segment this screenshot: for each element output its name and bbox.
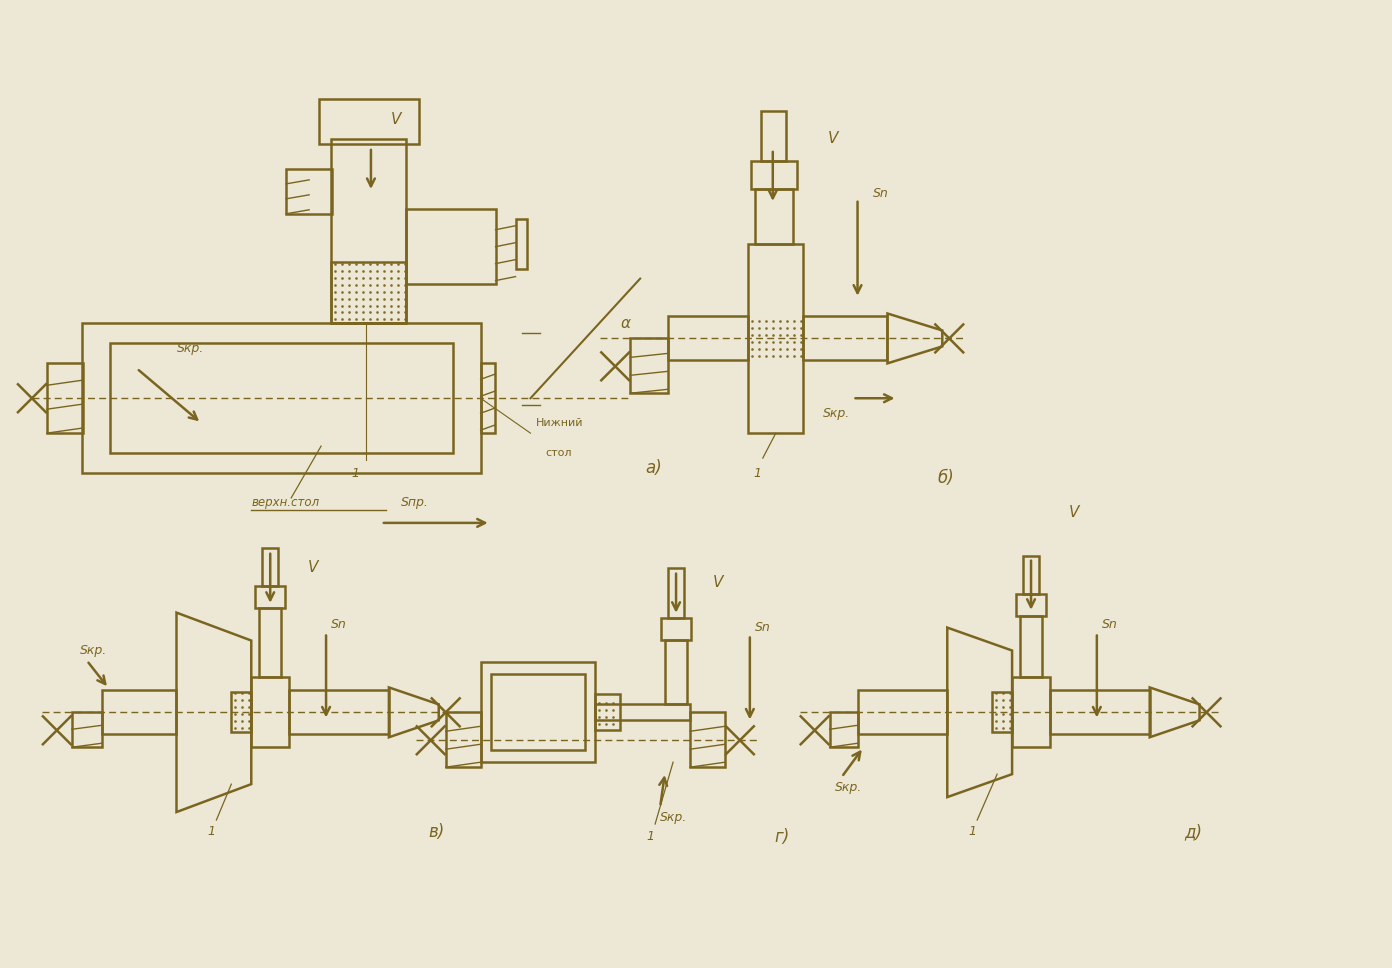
Bar bbox=[661, 618, 690, 640]
Bar bbox=[110, 344, 452, 453]
Text: верхн.стол: верхн.стол bbox=[252, 497, 319, 509]
Text: α: α bbox=[621, 316, 631, 331]
Text: Sкр.: Sкр. bbox=[835, 780, 862, 794]
Text: 1: 1 bbox=[207, 826, 216, 838]
Text: 1: 1 bbox=[969, 826, 976, 838]
Bar bbox=[252, 678, 290, 747]
Bar bbox=[331, 261, 406, 323]
Text: Sкр.: Sкр. bbox=[660, 810, 688, 824]
Text: Sn: Sn bbox=[754, 621, 771, 634]
Bar bbox=[480, 363, 494, 433]
Text: г): г) bbox=[775, 828, 791, 846]
Bar bbox=[319, 99, 419, 144]
Bar bbox=[287, 168, 333, 214]
Bar bbox=[596, 694, 621, 730]
Bar bbox=[255, 586, 285, 608]
Bar bbox=[259, 608, 281, 678]
Text: д): д) bbox=[1185, 823, 1203, 841]
Bar bbox=[47, 363, 82, 433]
Bar bbox=[290, 690, 388, 735]
Bar bbox=[830, 712, 857, 747]
Bar bbox=[480, 662, 596, 762]
Bar bbox=[1023, 556, 1038, 593]
Bar bbox=[992, 692, 1012, 732]
Text: Sn: Sn bbox=[1102, 619, 1118, 631]
Bar bbox=[445, 712, 480, 768]
Text: Sкр.: Sкр. bbox=[79, 644, 107, 657]
Bar bbox=[754, 189, 792, 244]
Text: б): б) bbox=[937, 469, 954, 487]
Bar bbox=[748, 244, 803, 433]
Bar bbox=[72, 712, 102, 747]
Bar bbox=[490, 675, 585, 750]
Bar bbox=[262, 548, 278, 586]
Text: V: V bbox=[308, 560, 319, 575]
Bar bbox=[102, 690, 177, 735]
Bar bbox=[1020, 616, 1043, 678]
Bar bbox=[668, 317, 748, 360]
Bar bbox=[665, 640, 688, 705]
Bar bbox=[331, 139, 406, 323]
Bar bbox=[231, 692, 252, 732]
Text: Sn: Sn bbox=[873, 188, 888, 200]
Bar bbox=[690, 712, 725, 768]
Bar bbox=[668, 568, 683, 618]
Text: V: V bbox=[1069, 505, 1079, 521]
Bar bbox=[515, 219, 528, 268]
Text: 1: 1 bbox=[351, 467, 359, 479]
Text: а): а) bbox=[644, 459, 663, 477]
Text: 1: 1 bbox=[646, 831, 654, 843]
Text: V: V bbox=[828, 132, 838, 146]
Bar bbox=[857, 690, 948, 735]
Text: Sкр.: Sкр. bbox=[823, 407, 851, 420]
Bar bbox=[1012, 678, 1050, 747]
Text: стол: стол bbox=[546, 448, 572, 458]
Bar bbox=[406, 209, 496, 284]
Text: Sn: Sn bbox=[331, 619, 347, 631]
Text: Sкр.: Sкр. bbox=[177, 342, 203, 355]
Bar bbox=[82, 323, 480, 473]
Bar bbox=[1050, 690, 1150, 735]
Text: Нижний: Нижний bbox=[536, 418, 583, 428]
Text: V: V bbox=[713, 575, 724, 590]
Text: Sпр.: Sпр. bbox=[401, 497, 429, 509]
Text: V: V bbox=[391, 111, 401, 127]
Bar bbox=[631, 339, 668, 393]
Bar bbox=[761, 111, 785, 161]
Bar bbox=[1016, 593, 1045, 616]
Text: в): в) bbox=[429, 823, 445, 841]
Bar bbox=[596, 705, 690, 720]
Bar bbox=[750, 161, 796, 189]
Text: 1: 1 bbox=[754, 467, 761, 479]
Bar bbox=[803, 317, 888, 360]
